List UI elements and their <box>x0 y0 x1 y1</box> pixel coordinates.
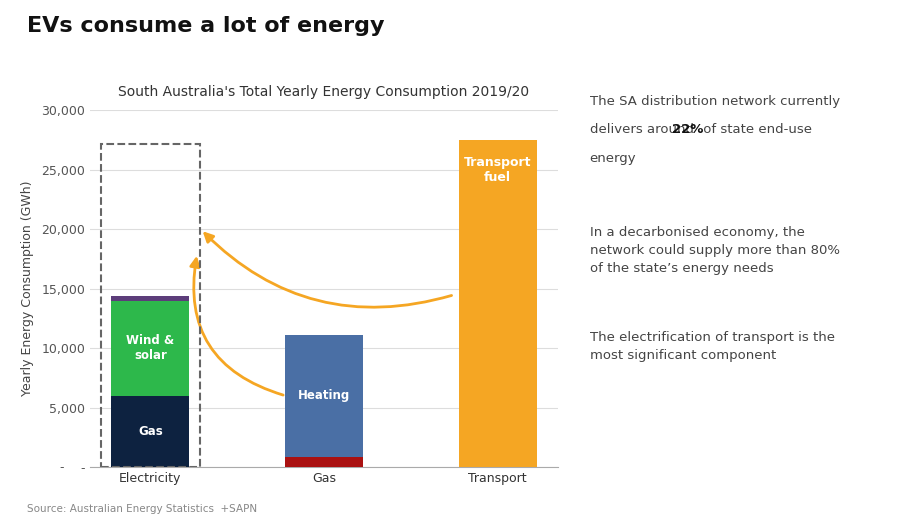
Bar <box>112 396 189 467</box>
Text: 22%: 22% <box>672 123 704 136</box>
Text: delivers around: delivers around <box>590 123 698 136</box>
Text: of state end-use: of state end-use <box>699 123 813 136</box>
Title: South Australia's Total Yearly Energy Consumption 2019/20: South Australia's Total Yearly Energy Co… <box>119 86 529 99</box>
Bar <box>285 457 363 467</box>
Text: The electrification of transport is the
most significant component: The electrification of transport is the … <box>590 331 834 362</box>
Text: Transport
fuel: Transport fuel <box>464 156 531 184</box>
Text: Source: Australian Energy Statistics  +SAPN: Source: Australian Energy Statistics +SA… <box>27 505 257 514</box>
Text: Gas: Gas <box>138 425 163 438</box>
Bar <box>112 301 189 396</box>
Bar <box>459 140 536 467</box>
Bar <box>285 335 363 457</box>
Text: EVs consume a lot of energy: EVs consume a lot of energy <box>27 16 384 36</box>
Text: Wind &
solar: Wind & solar <box>126 334 175 362</box>
Y-axis label: Yearly Energy Consumption (GWh): Yearly Energy Consumption (GWh) <box>22 181 34 396</box>
Text: In a decarbonised economy, the
network could supply more than 80%
of the state’s: In a decarbonised economy, the network c… <box>590 226 840 275</box>
Text: energy: energy <box>590 152 636 165</box>
Bar <box>112 296 189 301</box>
Text: -: - <box>59 461 64 474</box>
Bar <box>101 143 200 467</box>
Text: Heating: Heating <box>298 390 350 402</box>
Text: The SA distribution network currently: The SA distribution network currently <box>590 94 840 108</box>
